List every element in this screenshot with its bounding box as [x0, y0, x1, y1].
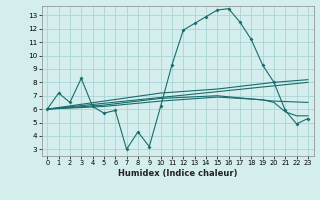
- X-axis label: Humidex (Indice chaleur): Humidex (Indice chaleur): [118, 169, 237, 178]
